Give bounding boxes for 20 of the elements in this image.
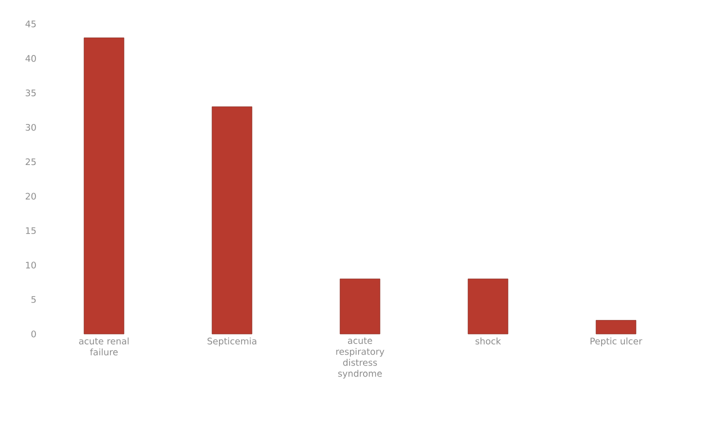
y-tick-label: 30 (26, 124, 36, 131)
x-tick-label: Peptic ulcer (590, 338, 642, 346)
y-tick-label: 25 (26, 158, 36, 166)
bar (84, 38, 124, 334)
x-tick-label: shock (476, 338, 501, 344)
y-tick-label: 5 (31, 296, 36, 303)
bar (340, 278, 380, 334)
y-tick-label: 15 (26, 227, 36, 234)
y-tick-label: 10 (26, 262, 36, 268)
y-tick-label: 0 (31, 330, 36, 338)
y-tick-label: 20 (26, 192, 36, 200)
bar (468, 278, 508, 334)
x-tick-label: acute respiratory distress syndrome (336, 338, 384, 379)
x-tick-label: acute renal failure (79, 338, 129, 356)
y-tick-label: 40 (26, 55, 36, 62)
bar (596, 320, 636, 334)
y-tick-label: 45 (26, 20, 36, 28)
bar (212, 106, 252, 334)
y-tick-label: 35 (26, 89, 36, 96)
x-tick-label: Septicemia (208, 338, 256, 346)
